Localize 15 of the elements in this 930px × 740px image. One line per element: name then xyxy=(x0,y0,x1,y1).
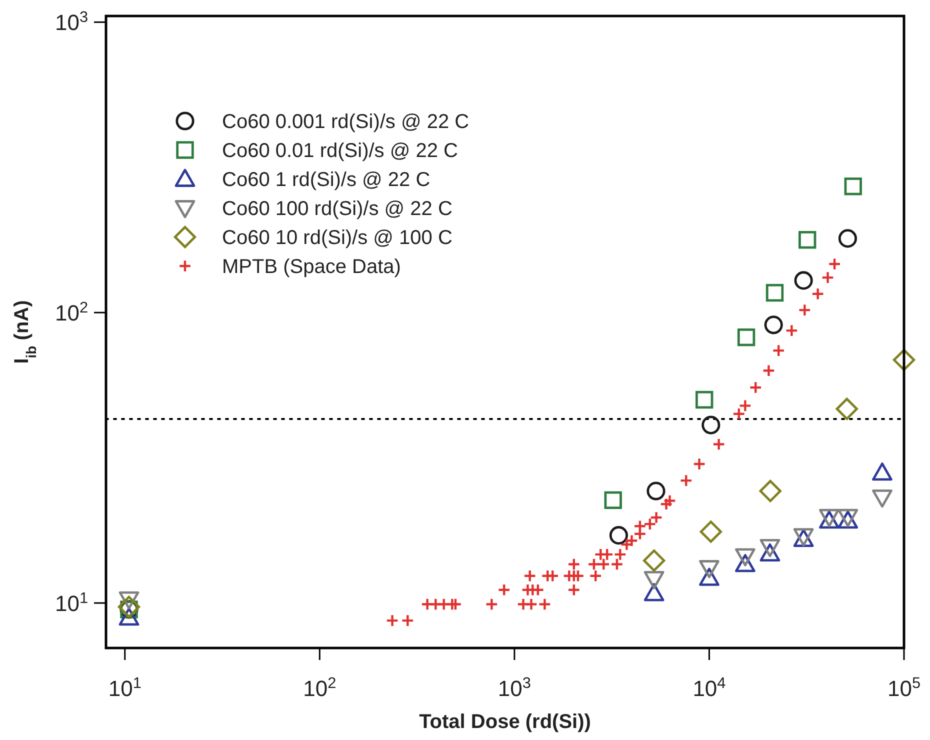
legend-label: Co60 0.01 rd(Si)/s @ 22 C xyxy=(222,140,458,162)
x-tick-label: 10$^{3}$ xyxy=(498,674,531,701)
x-tick-label: 10$^{5}$ xyxy=(887,674,921,701)
legend-label: Co60 10 rd(Si)/s @ 100 C xyxy=(222,227,452,249)
x-tick-label: 10$^{1}$ xyxy=(108,674,142,701)
x-tick-label: 10$^{4}$ xyxy=(692,674,726,701)
x-tick-label: 10$^{2}$ xyxy=(303,674,336,701)
y-tick-label: 10$^{1}$ xyxy=(54,590,88,616)
legend-label: MPTB (Space Data) xyxy=(222,256,401,278)
legend-label: Co60 100 rd(Si)/s @ 22 C xyxy=(222,198,452,220)
y-tick-label: 10$^{2}$ xyxy=(54,299,88,326)
legend-label: Co60 0.001 rd(Si)/s @ 22 C xyxy=(222,111,470,133)
legend-label: Co60 1 rd(Si)/s @ 22 C xyxy=(222,169,430,191)
x-axis-title: Total Dose (rd(Si)) xyxy=(419,711,591,733)
y-tick-label: 10$^{3}$ xyxy=(54,8,88,36)
